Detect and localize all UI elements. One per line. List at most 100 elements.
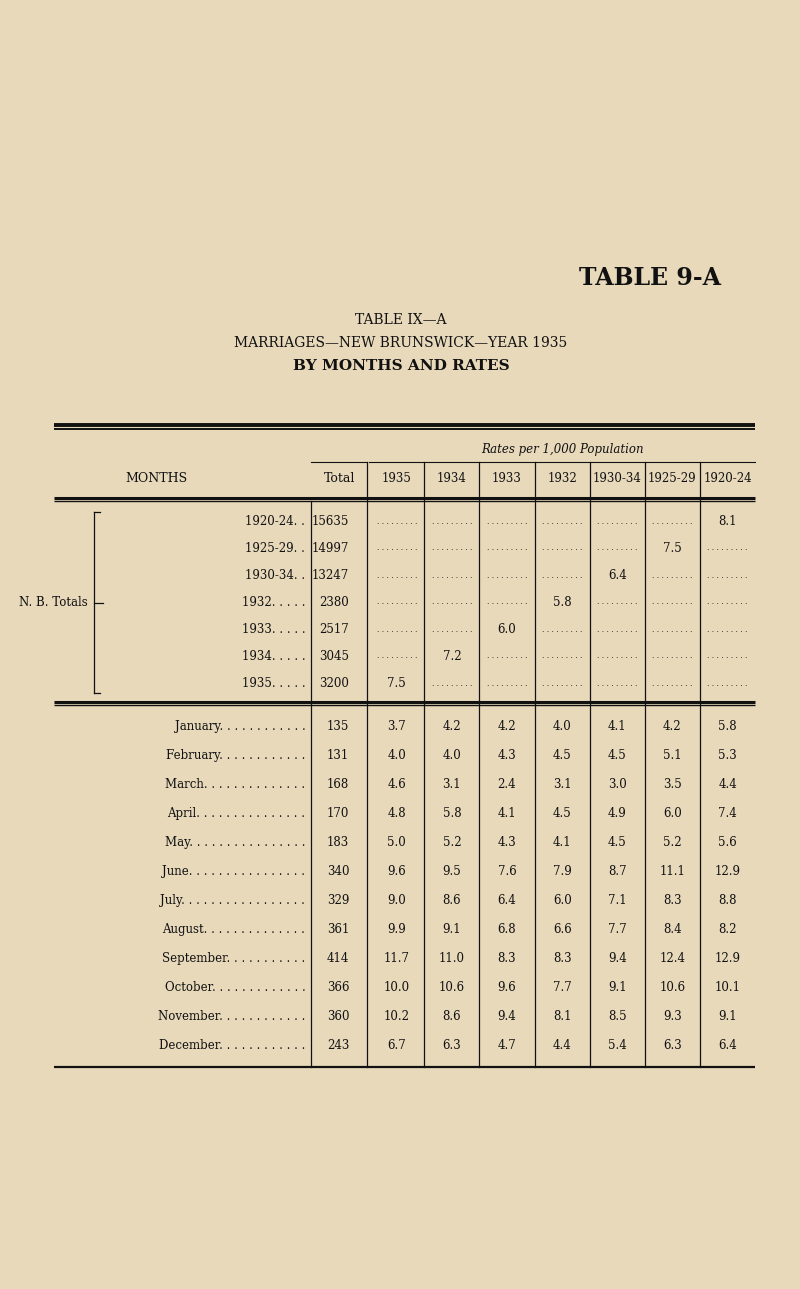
Text: 3200: 3200 (319, 677, 349, 690)
Text: 5.2: 5.2 (663, 837, 682, 849)
Text: . . . . . . . . .: . . . . . . . . . (542, 544, 582, 553)
Text: 243: 243 (327, 1039, 349, 1052)
Text: . . . . . . . . .: . . . . . . . . . (707, 625, 748, 633)
Text: . . . . . . . . .: . . . . . . . . . (652, 625, 693, 633)
Text: 2380: 2380 (319, 596, 349, 608)
Text: 361: 361 (327, 923, 349, 936)
Text: 4.0: 4.0 (553, 721, 571, 733)
Text: . . . . . . . . .: . . . . . . . . . (597, 598, 638, 607)
Text: 9.3: 9.3 (663, 1011, 682, 1023)
Text: . . . . . . . . .: . . . . . . . . . (707, 544, 748, 553)
Text: . . . . . . . . .: . . . . . . . . . (652, 598, 693, 607)
Text: MARRIAGES—NEW BRUNSWICK—YEAR 1935: MARRIAGES—NEW BRUNSWICK—YEAR 1935 (234, 336, 568, 351)
Text: 4.5: 4.5 (553, 807, 571, 820)
Text: 1932: 1932 (547, 473, 577, 486)
Text: 5.8: 5.8 (442, 807, 461, 820)
Text: 10.0: 10.0 (384, 981, 410, 994)
Text: 9.5: 9.5 (442, 865, 462, 878)
Text: 13247: 13247 (312, 568, 349, 583)
Text: 4.8: 4.8 (387, 807, 406, 820)
Text: 3.5: 3.5 (663, 779, 682, 791)
Text: February. . . . . . . . . . . .: February. . . . . . . . . . . . (166, 749, 306, 762)
Text: 3.1: 3.1 (442, 779, 461, 791)
Text: 5.4: 5.4 (608, 1039, 626, 1052)
Text: December. . . . . . . . . . . .: December. . . . . . . . . . . . (159, 1039, 306, 1052)
Text: . . . . . . . . .: . . . . . . . . . (707, 679, 748, 687)
Text: 4.0: 4.0 (387, 749, 406, 762)
Text: 4.3: 4.3 (498, 749, 516, 762)
Text: 8.6: 8.6 (442, 1011, 461, 1023)
Text: September. . . . . . . . . . .: September. . . . . . . . . . . (162, 953, 306, 965)
Text: 5.3: 5.3 (718, 749, 737, 762)
Text: 5.8: 5.8 (553, 596, 571, 608)
Text: October. . . . . . . . . . . . .: October. . . . . . . . . . . . . (165, 981, 306, 994)
Text: June. . . . . . . . . . . . . . . .: June. . . . . . . . . . . . . . . . (162, 865, 306, 878)
Text: . . . . . . . . .: . . . . . . . . . (542, 517, 582, 526)
Text: 7.6: 7.6 (498, 865, 516, 878)
Text: 4.2: 4.2 (442, 721, 461, 733)
Text: 9.4: 9.4 (608, 953, 626, 965)
Text: 5.8: 5.8 (718, 721, 737, 733)
Text: . . . . . . . . .: . . . . . . . . . (707, 571, 748, 580)
Text: 414: 414 (327, 953, 349, 965)
Text: . . . . . . . . .: . . . . . . . . . (542, 625, 582, 633)
Text: . . . . . . . . .: . . . . . . . . . (486, 598, 527, 607)
Text: 4.1: 4.1 (553, 837, 571, 849)
Text: 4.5: 4.5 (553, 749, 571, 762)
Text: March. . . . . . . . . . . . . .: March. . . . . . . . . . . . . . (165, 779, 306, 791)
Text: May. . . . . . . . . . . . . . . .: May. . . . . . . . . . . . . . . . (165, 837, 306, 849)
Text: 6.4: 6.4 (498, 895, 516, 907)
Text: 329: 329 (327, 895, 349, 907)
Text: 4.5: 4.5 (608, 749, 626, 762)
Text: N. B. Totals: N. B. Totals (19, 596, 88, 608)
Text: 7.5: 7.5 (663, 541, 682, 556)
Text: 6.4: 6.4 (608, 568, 626, 583)
Text: . . . . . . . . .: . . . . . . . . . (377, 598, 417, 607)
Text: . . . . . . . . .: . . . . . . . . . (597, 652, 638, 660)
Text: . . . . . . . . .: . . . . . . . . . (377, 571, 417, 580)
Text: 4.7: 4.7 (498, 1039, 516, 1052)
Text: 4.1: 4.1 (498, 807, 516, 820)
Text: 2.4: 2.4 (498, 779, 516, 791)
Text: 7.5: 7.5 (387, 677, 406, 690)
Text: . . . . . . . . .: . . . . . . . . . (377, 625, 417, 633)
Text: 4.4: 4.4 (553, 1039, 571, 1052)
Text: 1935: 1935 (382, 473, 412, 486)
Text: TABLE IX—A: TABLE IX—A (355, 313, 446, 327)
Text: . . . . . . . . .: . . . . . . . . . (432, 598, 472, 607)
Text: July. . . . . . . . . . . . . . . . .: July. . . . . . . . . . . . . . . . . (161, 895, 306, 907)
Text: 8.2: 8.2 (718, 923, 737, 936)
Text: 10.2: 10.2 (384, 1011, 410, 1023)
Text: . . . . . . . . .: . . . . . . . . . (432, 544, 472, 553)
Text: August. . . . . . . . . . . . . .: August. . . . . . . . . . . . . . (162, 923, 306, 936)
Text: TABLE 9-A: TABLE 9-A (579, 266, 722, 290)
Text: 6.8: 6.8 (498, 923, 516, 936)
Text: 8.7: 8.7 (608, 865, 626, 878)
Text: 1925-29. .: 1925-29. . (246, 541, 306, 556)
Text: . . . . . . . . .: . . . . . . . . . (486, 517, 527, 526)
Text: 8.3: 8.3 (663, 895, 682, 907)
Text: 5.2: 5.2 (442, 837, 461, 849)
Text: . . . . . . . . .: . . . . . . . . . (432, 571, 472, 580)
Text: 9.6: 9.6 (498, 981, 516, 994)
Text: 11.1: 11.1 (659, 865, 686, 878)
Text: . . . . . . . . .: . . . . . . . . . (597, 679, 638, 687)
Text: January. . . . . . . . . . . .: January. . . . . . . . . . . . (174, 721, 306, 733)
Text: . . . . . . . . .: . . . . . . . . . (652, 517, 693, 526)
Text: 9.0: 9.0 (387, 895, 406, 907)
Text: 7.1: 7.1 (608, 895, 626, 907)
Text: 7.7: 7.7 (608, 923, 626, 936)
Text: . . . . . . . . .: . . . . . . . . . (377, 544, 417, 553)
Text: 4.9: 4.9 (608, 807, 626, 820)
Text: 7.7: 7.7 (553, 981, 571, 994)
Text: 1933. . . . .: 1933. . . . . (242, 623, 306, 635)
Text: 8.3: 8.3 (553, 953, 571, 965)
Text: 9.9: 9.9 (387, 923, 406, 936)
Text: MONTHS: MONTHS (126, 473, 188, 486)
Text: 9.1: 9.1 (608, 981, 626, 994)
Text: 366: 366 (326, 981, 349, 994)
Text: . . . . . . . . .: . . . . . . . . . (707, 598, 748, 607)
Text: . . . . . . . . .: . . . . . . . . . (597, 625, 638, 633)
Text: 9.4: 9.4 (498, 1011, 516, 1023)
Text: . . . . . . . . .: . . . . . . . . . (486, 652, 527, 660)
